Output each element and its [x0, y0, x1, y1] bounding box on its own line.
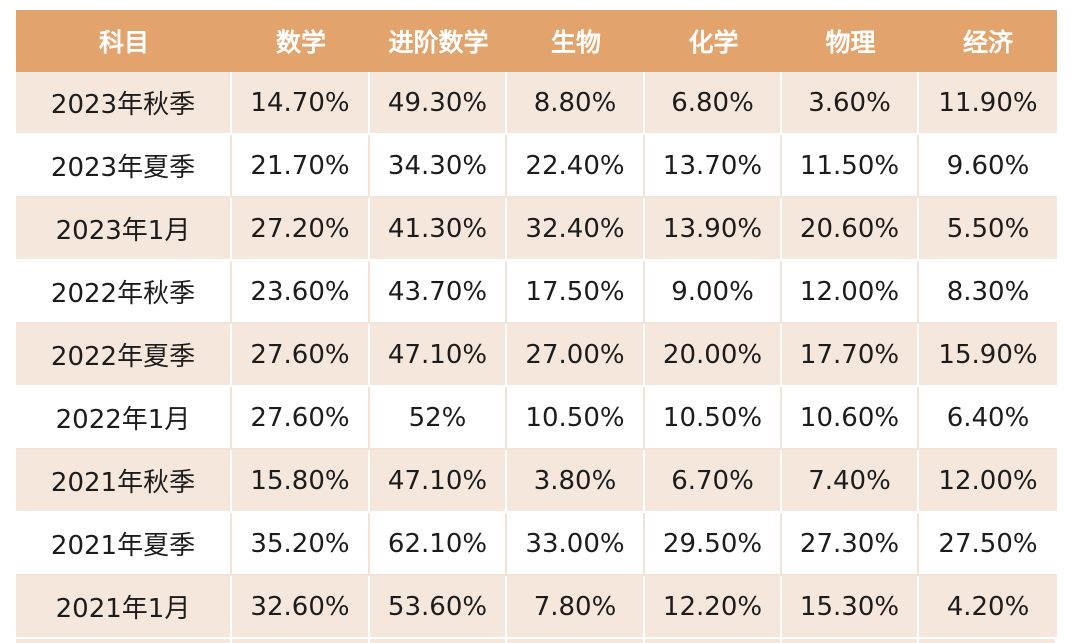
- table-row: 2023年秋季 14.70% 49.30% 8.80% 6.80% 3.60% …: [16, 72, 1057, 135]
- table-cell: 20.00%: [645, 324, 782, 387]
- table-row: 2022年夏季 27.60% 47.10% 27.00% 20.00% 17.7…: [16, 324, 1057, 387]
- table-cell: 10.50%: [645, 387, 782, 450]
- table-cell: 35.20%: [232, 513, 370, 576]
- header-chemistry: 化学: [645, 10, 782, 72]
- table-cell: 47.10%: [370, 450, 507, 513]
- table-cell: 17.50%: [507, 261, 645, 324]
- table-cell: 62.10%: [370, 513, 507, 576]
- table-row: 2023年1月 27.20% 41.30% 32.40% 13.90% 20.6…: [16, 198, 1057, 261]
- table-header: 科目 数学 进阶数学 生物 化学 物理 经济: [16, 10, 1057, 72]
- table-cell: 12.00%: [919, 450, 1057, 513]
- table-cell: 14.70%: [232, 72, 370, 135]
- table-cell: 53.60%: [370, 576, 507, 639]
- table-cell: 3.80%: [507, 450, 645, 513]
- table-cell: 9.60%: [919, 135, 1057, 198]
- table-cell: 10.50%: [507, 387, 645, 450]
- table-cell: 27.20%: [232, 198, 370, 261]
- table-cell: 34.30%: [370, 135, 507, 198]
- row-label: 2023年秋季: [16, 72, 232, 135]
- row-label: 2023年1月: [16, 198, 232, 261]
- table-cell: 12.00%: [782, 261, 919, 324]
- table-cell: 27.50%: [919, 513, 1057, 576]
- table-row-cut-off: [16, 639, 1057, 643]
- table-cell: 15.30%: [782, 576, 919, 639]
- table-row: 2021年夏季 35.20% 62.10% 33.00% 29.50% 27.3…: [16, 513, 1057, 576]
- table-cell: 11.50%: [782, 135, 919, 198]
- header-physics: 物理: [782, 10, 919, 72]
- table-cell: 6.70%: [645, 450, 782, 513]
- table-cell: 27.00%: [507, 324, 645, 387]
- row-label: 2022年夏季: [16, 324, 232, 387]
- table-cell: 5.50%: [919, 198, 1057, 261]
- table-body: 2023年秋季 14.70% 49.30% 8.80% 6.80% 3.60% …: [16, 72, 1057, 643]
- table-cell: 41.30%: [370, 198, 507, 261]
- table-cell: 29.50%: [645, 513, 782, 576]
- table-cell: 8.80%: [507, 72, 645, 135]
- header-biology: 生物: [507, 10, 645, 72]
- table-cell: 32.40%: [507, 198, 645, 261]
- table-cell: 17.70%: [782, 324, 919, 387]
- table-cell: 6.40%: [919, 387, 1057, 450]
- table-cell: 10.60%: [782, 387, 919, 450]
- table-cell: 27.60%: [232, 324, 370, 387]
- row-label: 2021年夏季: [16, 513, 232, 576]
- table-cell: 21.70%: [232, 135, 370, 198]
- header-economics: 经济: [919, 10, 1057, 72]
- table-cell: 22.40%: [507, 135, 645, 198]
- row-label: 2022年秋季: [16, 261, 232, 324]
- table-cell: 4.20%: [919, 576, 1057, 639]
- score-table-container: 科目 数学 进阶数学 生物 化学 物理 经济 2023年秋季 14.70% 49…: [16, 10, 1057, 643]
- table-cell: 49.30%: [370, 72, 507, 135]
- table-cell: 43.70%: [370, 261, 507, 324]
- table-cell: 7.80%: [507, 576, 645, 639]
- table-cell: 47.10%: [370, 324, 507, 387]
- table-cell: 13.70%: [645, 135, 782, 198]
- table-row: 2022年秋季 23.60% 43.70% 17.50% 9.00% 12.00…: [16, 261, 1057, 324]
- header-advanced-math: 进阶数学: [370, 10, 507, 72]
- table-cell: 8.30%: [919, 261, 1057, 324]
- table-cell: 3.60%: [782, 72, 919, 135]
- table-cell: 52%: [370, 387, 507, 450]
- table-row: 2023年夏季 21.70% 34.30% 22.40% 13.70% 11.5…: [16, 135, 1057, 198]
- header-math: 数学: [232, 10, 370, 72]
- table-cell: 33.00%: [507, 513, 645, 576]
- table-cell: 12.20%: [645, 576, 782, 639]
- table-row: 2022年1月 27.60% 52% 10.50% 10.50% 10.60% …: [16, 387, 1057, 450]
- table-cell: 15.80%: [232, 450, 370, 513]
- table-cell: 7.40%: [782, 450, 919, 513]
- table-cell: 6.80%: [645, 72, 782, 135]
- table-row: 2021年秋季 15.80% 47.10% 3.80% 6.70% 7.40% …: [16, 450, 1057, 513]
- table-cell: 27.30%: [782, 513, 919, 576]
- table-row: 2021年1月 32.60% 53.60% 7.80% 12.20% 15.30…: [16, 576, 1057, 639]
- row-label: 2021年秋季: [16, 450, 232, 513]
- table-cell: 9.00%: [645, 261, 782, 324]
- table-cell: 32.60%: [232, 576, 370, 639]
- table-cell: 20.60%: [782, 198, 919, 261]
- table-cell: 13.90%: [645, 198, 782, 261]
- row-label: 2021年1月: [16, 576, 232, 639]
- table-cell: 23.60%: [232, 261, 370, 324]
- table-cell: 27.60%: [232, 387, 370, 450]
- score-table: 科目 数学 进阶数学 生物 化学 物理 经济 2023年秋季 14.70% 49…: [16, 10, 1057, 643]
- row-label: 2022年1月: [16, 387, 232, 450]
- header-subject: 科目: [16, 10, 232, 72]
- header-row: 科目 数学 进阶数学 生物 化学 物理 经济: [16, 10, 1057, 72]
- table-cell: 15.90%: [919, 324, 1057, 387]
- row-label: 2023年夏季: [16, 135, 232, 198]
- table-cell: 11.90%: [919, 72, 1057, 135]
